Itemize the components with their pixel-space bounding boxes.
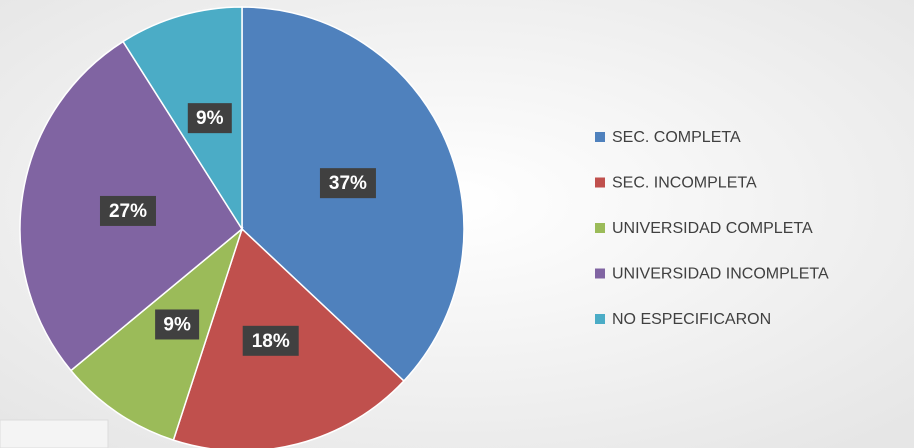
legend-swatch (595, 223, 605, 233)
data-label-box (187, 103, 232, 134)
legend-label: NO ESPECIFICARON (612, 311, 771, 328)
data-label: 9% (163, 314, 191, 335)
data-label-box (99, 195, 156, 226)
legend-label: UNIVERSIDAD COMPLETA (612, 220, 813, 237)
data-label: 18% (252, 331, 290, 352)
data-label-box (155, 309, 200, 340)
data-label: 9% (196, 108, 224, 129)
legend-label: SEC. INCOMPLETA (612, 175, 757, 192)
data-label-box (242, 325, 299, 356)
data-label-box (319, 168, 376, 199)
data-label: 37% (329, 173, 367, 194)
legend-swatch (595, 132, 605, 142)
legend-label: UNIVERSIDAD INCOMPLETA (612, 266, 829, 283)
pie-slice (122, 6, 243, 232)
legend-swatch (595, 268, 605, 279)
legend-swatch (595, 314, 605, 324)
legend-swatch (595, 177, 605, 188)
legend-label: SEC. COMPLETA (612, 129, 741, 146)
data-label: 27% (109, 201, 147, 222)
corner-box (0, 419, 109, 448)
